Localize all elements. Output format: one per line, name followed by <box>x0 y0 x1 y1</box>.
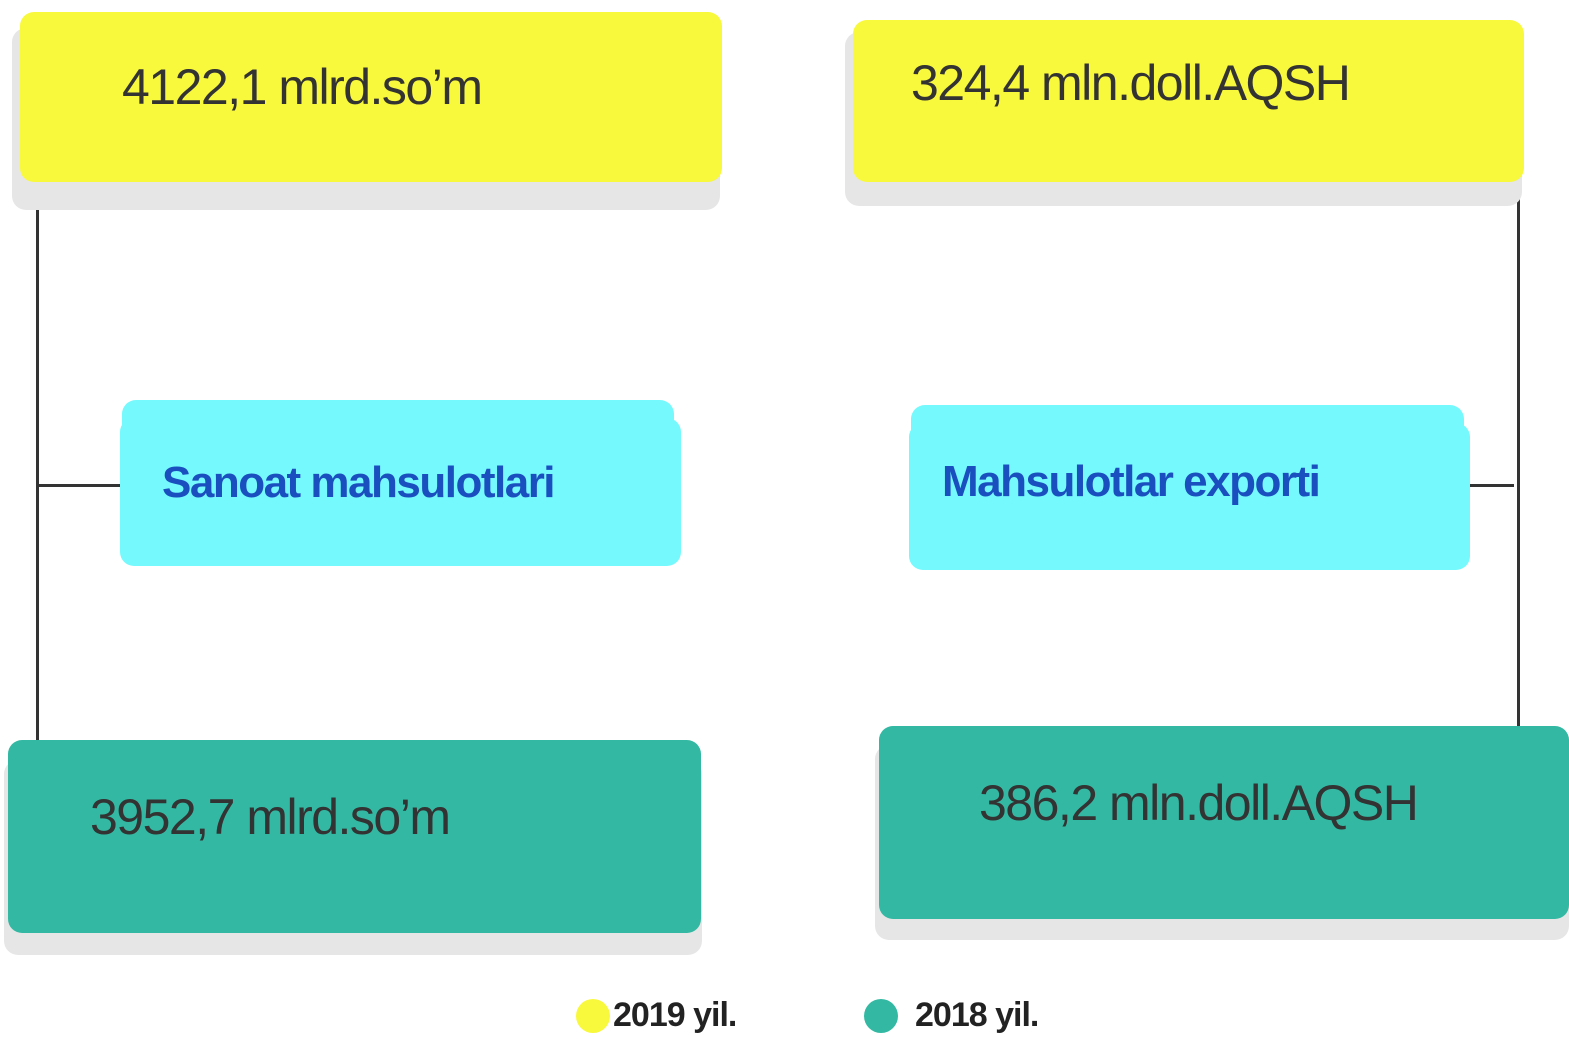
value-2018: 3952,7 mlrd.so’m <box>90 789 451 845</box>
panel-title: Sanoat mahsulotlari <box>162 458 556 507</box>
value-2018: 386,2 mln.doll.AQSH <box>979 775 1419 831</box>
value-box-2018: 386,2 mln.doll.AQSH <box>879 726 1569 919</box>
legend-label: 2018 yil. <box>915 996 1039 1034</box>
connector <box>1470 484 1514 487</box>
legend-label: 2019 yil. <box>613 996 737 1034</box>
connector <box>36 182 39 742</box>
value-box-2019: 4122,1 mlrd.so’m <box>20 12 722 182</box>
panel-title: Mahsulotlar exporti <box>942 456 1321 506</box>
value-2019: 324,4 mln.doll.AQSH <box>911 55 1351 111</box>
title-box: Sanoat mahsulotlari <box>120 418 681 566</box>
connector <box>38 484 120 487</box>
value-box-2019: 324,4 mln.doll.AQSH <box>853 20 1524 182</box>
title-box: Mahsulotlar exporti <box>909 423 1470 570</box>
connector <box>1517 182 1520 728</box>
legend-swatch <box>864 999 898 1033</box>
value-2019: 4122,1 mlrd.so’m <box>122 59 483 115</box>
legend-swatch <box>576 999 610 1033</box>
value-box-2018: 3952,7 mlrd.so’m <box>8 740 701 933</box>
